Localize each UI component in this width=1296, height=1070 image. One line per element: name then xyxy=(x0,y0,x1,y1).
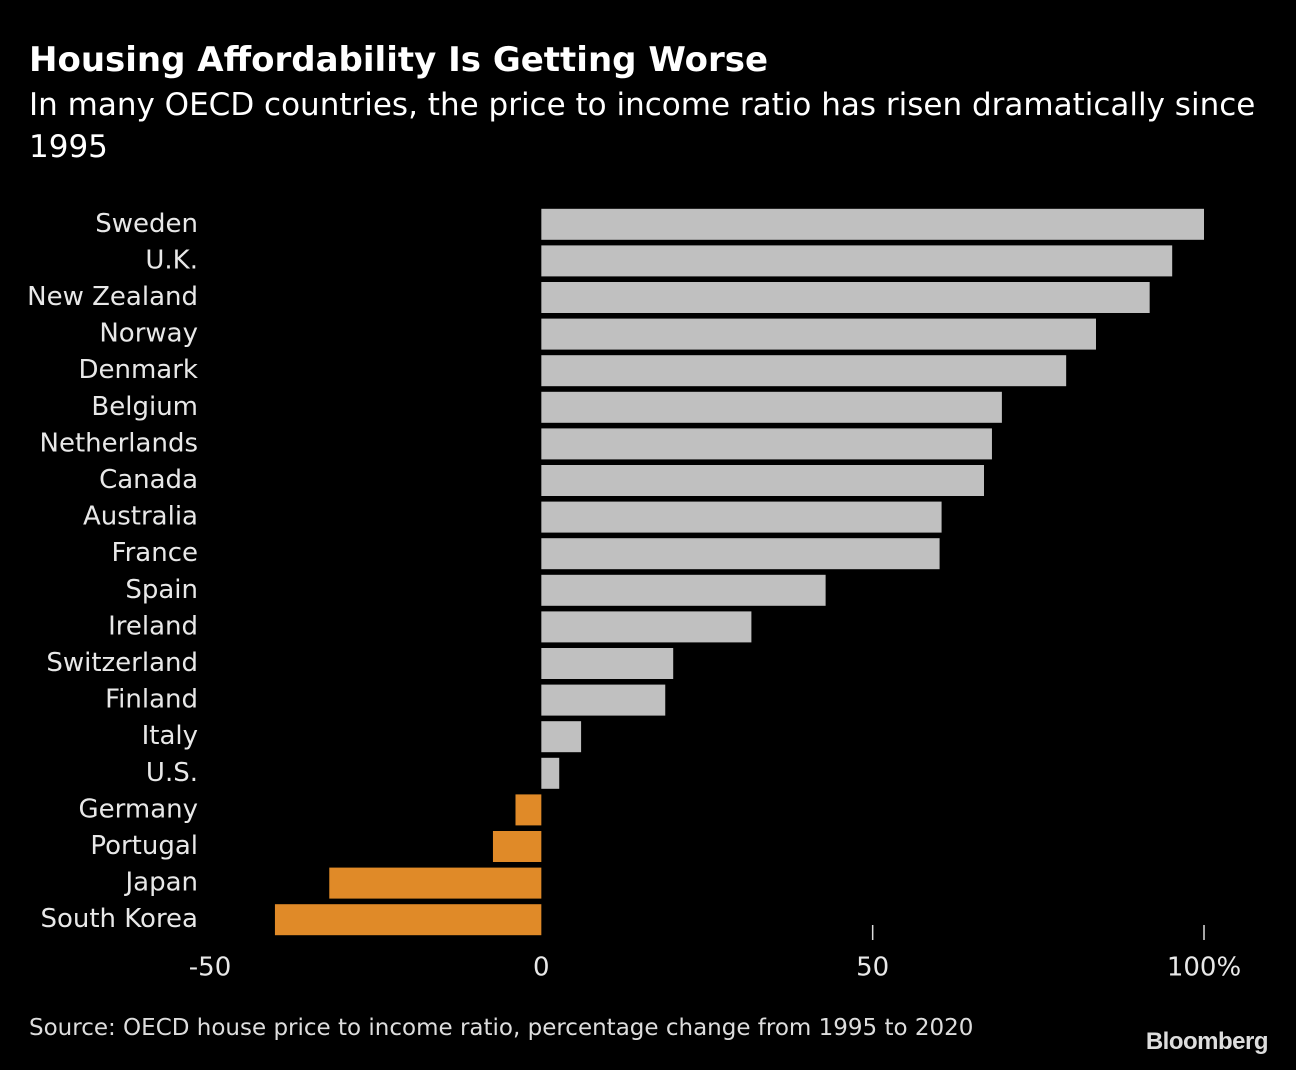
y-tick-label: Switzerland xyxy=(46,648,198,678)
bar xyxy=(541,501,942,533)
bar xyxy=(541,757,560,789)
chart-subtitle: In many OECD countries, the price to inc… xyxy=(29,87,1256,165)
chart: Sweden U.K. New Zealand Norway Denmark Belgiu… xyxy=(27,208,1241,983)
bar xyxy=(541,318,1096,350)
bar xyxy=(541,245,1173,277)
bar xyxy=(541,574,826,606)
bar xyxy=(541,391,1002,423)
y-tick-label: Australia xyxy=(83,502,198,532)
x-tick-label: 0 xyxy=(533,953,550,983)
y-tick-label: New Zealand xyxy=(27,282,198,312)
bar xyxy=(274,904,542,936)
y-tick-label: Germany xyxy=(78,794,198,824)
y-tick-label: Japan xyxy=(123,868,198,898)
y-tick-label: Belgium xyxy=(91,392,198,422)
logo: Bloomberg xyxy=(1145,1028,1269,1055)
x-tick-label: 50 xyxy=(856,953,889,983)
y-tick-label: Portugal xyxy=(90,831,198,861)
y-tick-label: France xyxy=(112,538,198,568)
y-tick-label: Ireland xyxy=(108,611,198,641)
y-tick-label: Finland xyxy=(105,685,198,715)
y-tick-label: U.S. xyxy=(146,758,198,788)
y-tick-label: Norway xyxy=(99,319,198,349)
bar xyxy=(541,611,752,643)
y-tick-label: Denmark xyxy=(78,355,198,385)
bar xyxy=(541,684,666,716)
bar xyxy=(541,538,940,570)
bar xyxy=(541,208,1204,240)
source-note: Source: OECD house price to income ratio… xyxy=(29,1015,974,1041)
bar xyxy=(541,355,1067,387)
x-tick-label: 100% xyxy=(1167,953,1241,983)
y-tick-label: U.K. xyxy=(145,245,198,275)
x-tick-label: -50 xyxy=(189,953,231,983)
y-tick-label: South Korea xyxy=(40,904,198,934)
bar xyxy=(541,721,582,753)
chart-title: Housing Affordability Is Getting Worse xyxy=(29,40,769,80)
y-tick-label: Italy xyxy=(142,721,198,751)
bar xyxy=(515,794,542,826)
y-tick-label: Netherlands xyxy=(40,428,199,458)
y-tick-label: Spain xyxy=(125,575,198,605)
y-tick-label: Sweden xyxy=(95,209,198,239)
bar xyxy=(541,648,674,679)
bar xyxy=(329,867,542,899)
bar xyxy=(541,428,992,460)
bar xyxy=(541,282,1150,313)
bar xyxy=(541,465,984,496)
bar xyxy=(492,831,542,862)
y-tick-label: Canada xyxy=(99,465,198,495)
